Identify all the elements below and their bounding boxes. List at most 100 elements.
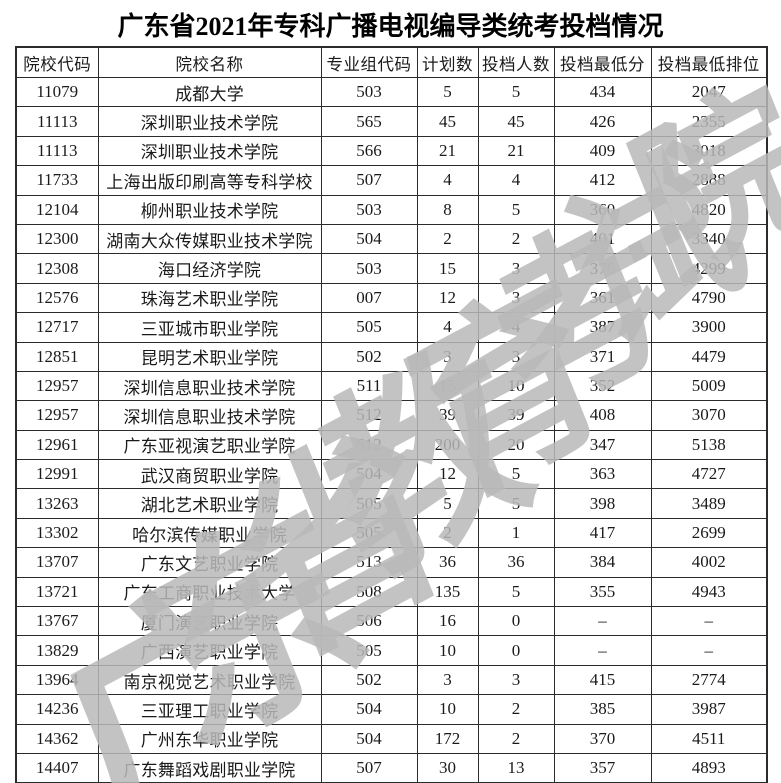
table-row: 12851 昆明艺术职业学院 502 3 3 371 4479 bbox=[15, 341, 768, 372]
table-header-row: 院校代码 院校名称 专业组代码 计划数 投档人数 投档最低分 投档最低排位 bbox=[15, 46, 768, 78]
min-score: 347 bbox=[553, 429, 652, 461]
plan-count: 39 bbox=[416, 400, 479, 431]
plan-count: 36 bbox=[416, 547, 479, 578]
table-body: 11079 成都大学 503 5 5 434 2047 11113 深圳职业技术学院 565 45 4… bbox=[15, 76, 768, 783]
admitted-count: 39 bbox=[477, 400, 555, 431]
min-score: 412 bbox=[553, 165, 652, 196]
min-rank: 5009 bbox=[650, 370, 768, 402]
table-row: 13721 广东工商职业技术大学 508 135 5 355 4943 bbox=[15, 576, 768, 608]
min-rank: – bbox=[650, 606, 768, 637]
column-header-1: 院校名称 bbox=[97, 46, 322, 78]
plan-count: 15 bbox=[416, 253, 479, 284]
plan-count: 10 bbox=[416, 635, 479, 666]
column-header-3: 计划数 bbox=[416, 46, 479, 78]
admitted-count: 4 bbox=[477, 312, 555, 343]
school-code: 12104 bbox=[15, 194, 99, 225]
min-rank: – bbox=[650, 635, 768, 666]
school-name: 昆明艺术职业学院 bbox=[97, 341, 322, 372]
admitted-count: 1 bbox=[477, 517, 555, 549]
major-group-code: 566 bbox=[320, 135, 418, 167]
major-group-code: 502 bbox=[320, 664, 418, 696]
plan-count: 135 bbox=[416, 576, 479, 608]
major-group-code: 565 bbox=[320, 106, 418, 137]
school-code: 14236 bbox=[15, 694, 99, 725]
admitted-count: 0 bbox=[477, 606, 555, 637]
major-group-code: 508 bbox=[320, 576, 418, 608]
school-code: 11733 bbox=[15, 165, 99, 196]
school-name: 哈尔滨传媒职业学院 bbox=[97, 517, 322, 549]
major-group-code: 505 bbox=[320, 488, 418, 519]
min-rank: 4893 bbox=[650, 752, 768, 783]
major-group-code: 505 bbox=[320, 635, 418, 666]
admitted-count: 3 bbox=[477, 282, 555, 314]
table-row: 12576 珠海艺术职业学院 007 12 3 361 4790 bbox=[15, 282, 768, 314]
min-score: 398 bbox=[553, 488, 652, 519]
school-code: 13829 bbox=[15, 635, 99, 666]
table-row: 12991 武汉商贸职业学院 504 12 5 363 4727 bbox=[15, 459, 768, 490]
plan-count: 10 bbox=[416, 694, 479, 725]
table-row: 11733 上海出版印刷高等专科学校 507 4 4 412 2888 bbox=[15, 165, 768, 196]
school-code: 12991 bbox=[15, 459, 99, 490]
major-group-code: 507 bbox=[320, 165, 418, 196]
min-rank: 4479 bbox=[650, 341, 768, 372]
min-rank: 4511 bbox=[650, 723, 768, 754]
school-code: 12717 bbox=[15, 312, 99, 343]
school-code: 12308 bbox=[15, 253, 99, 284]
school-code: 13263 bbox=[15, 488, 99, 519]
major-group-code: 503 bbox=[320, 194, 418, 225]
admitted-count: 10 bbox=[477, 370, 555, 402]
major-group-code: 503 bbox=[320, 76, 418, 108]
table-row: 12104 柳州职业技术学院 503 8 5 360 4820 bbox=[15, 194, 768, 225]
plan-count: 12 bbox=[416, 282, 479, 314]
plan-count: 5 bbox=[416, 76, 479, 108]
admitted-count: 2 bbox=[477, 694, 555, 725]
school-code: 14362 bbox=[15, 723, 99, 754]
admitted-count: 20 bbox=[477, 429, 555, 461]
plan-count: 2 bbox=[416, 223, 479, 255]
plan-count: 4 bbox=[416, 165, 479, 196]
min-rank: 3018 bbox=[650, 135, 768, 167]
table-row: 12717 三亚城市职业学院 505 4 4 387 3900 bbox=[15, 312, 768, 343]
score-table-container: 院校代码 院校名称 专业组代码 计划数 投档人数 投档最低分 投档最低排位 11079 成都大… bbox=[15, 46, 768, 783]
min-score: 426 bbox=[553, 106, 652, 137]
min-rank: 3987 bbox=[650, 694, 768, 725]
column-header-4: 投档人数 bbox=[477, 46, 555, 78]
min-score: 360 bbox=[553, 194, 652, 225]
school-code: 13707 bbox=[15, 547, 99, 578]
table-row: 12300 湖南大众传媒职业技术学院 504 2 2 401 3340 bbox=[15, 223, 768, 255]
plan-count: 200 bbox=[416, 429, 479, 461]
min-rank: 2047 bbox=[650, 76, 768, 108]
school-name: 深圳信息职业技术学院 bbox=[97, 370, 322, 402]
major-group-code: 505 bbox=[320, 312, 418, 343]
school-name: 广东舞蹈戏剧职业学院 bbox=[97, 752, 322, 783]
min-score: 363 bbox=[553, 459, 652, 490]
table-row: 13767 厦门演艺职业学院 506 16 0– – bbox=[15, 606, 768, 637]
school-name: 深圳信息职业技术学院 bbox=[97, 400, 322, 431]
min-rank: 4002 bbox=[650, 547, 768, 578]
min-score: 370 bbox=[553, 723, 652, 754]
major-group-code: 007 bbox=[320, 282, 418, 314]
plan-count: 15 bbox=[416, 370, 479, 402]
min-score: 385 bbox=[553, 694, 652, 725]
admitted-count: 13 bbox=[477, 752, 555, 783]
min-rank: 4790 bbox=[650, 282, 768, 314]
school-name: 武汉商贸职业学院 bbox=[97, 459, 322, 490]
school-name: 成都大学 bbox=[97, 76, 322, 108]
major-group-code: 503 bbox=[320, 253, 418, 284]
major-group-code: 502 bbox=[320, 341, 418, 372]
school-name: 广东工商职业技术大学 bbox=[97, 576, 322, 608]
min-score: 355 bbox=[553, 576, 652, 608]
admitted-count: 2 bbox=[477, 223, 555, 255]
min-score: 387 bbox=[553, 312, 652, 343]
min-rank: 2355 bbox=[650, 106, 768, 137]
admitted-count: 3 bbox=[477, 341, 555, 372]
major-group-code: 507 bbox=[320, 752, 418, 783]
min-rank: 4727 bbox=[650, 459, 768, 490]
min-rank: 4820 bbox=[650, 194, 768, 225]
column-header-5: 投档最低分 bbox=[553, 46, 652, 78]
min-rank: 5138 bbox=[650, 429, 768, 461]
min-rank: 2888 bbox=[650, 165, 768, 196]
school-code: 13767 bbox=[15, 606, 99, 637]
major-group-code: 504 bbox=[320, 723, 418, 754]
